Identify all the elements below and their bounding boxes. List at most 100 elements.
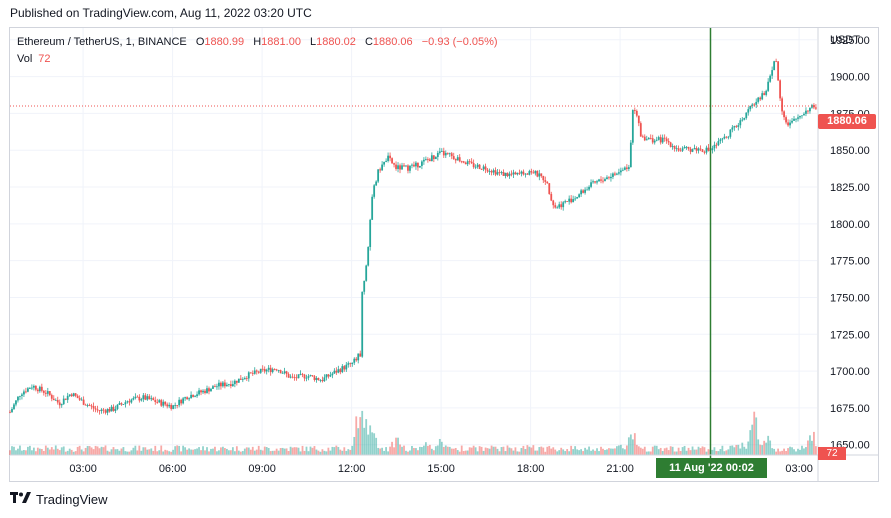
volume-bar	[637, 446, 640, 455]
volume-bar	[763, 440, 766, 455]
volume-bar	[38, 448, 41, 455]
candle-body	[695, 148, 698, 151]
volume-bar	[536, 450, 539, 455]
candle-body	[94, 408, 97, 410]
candle-body	[460, 161, 463, 163]
volume-bar	[428, 444, 431, 455]
volume-bar	[765, 442, 768, 455]
volume-bar	[377, 447, 380, 455]
x-tick-label: 09:00	[248, 463, 276, 475]
volume-bar	[379, 448, 382, 455]
volume-bar	[468, 447, 471, 455]
tradingview-brand[interactable]: TradingView	[10, 492, 108, 507]
volume-bar	[58, 450, 61, 455]
candle-body	[699, 148, 702, 150]
candle-body	[100, 409, 103, 412]
candle-body	[600, 179, 602, 181]
volume-bar	[150, 448, 153, 455]
candle-body	[576, 197, 579, 199]
volume-bar	[647, 451, 650, 455]
volume-bar	[106, 450, 109, 455]
candle-body	[787, 122, 789, 126]
candle-body	[365, 265, 368, 281]
candle-body	[216, 386, 218, 388]
candle-body	[602, 180, 604, 182]
volume-bar	[586, 449, 588, 455]
candle-body	[23, 391, 25, 395]
candle-body	[749, 105, 752, 110]
volume-bar	[341, 450, 344, 455]
volume-bar	[134, 445, 137, 455]
volume-bar	[719, 449, 722, 455]
candle-body	[124, 402, 127, 405]
volume-bar	[773, 448, 776, 455]
volume-bar	[36, 447, 39, 455]
y-tick-label: 1925.00	[830, 35, 870, 47]
volume-bar	[279, 448, 282, 455]
volume-bar	[612, 448, 614, 455]
candle-body	[311, 375, 314, 377]
candle-body	[166, 404, 169, 407]
volume-bar	[482, 450, 485, 455]
published-caption: Published on TradingView.com, Aug 11, 20…	[10, 6, 312, 20]
volume-bar	[401, 446, 403, 455]
volume-bar	[474, 447, 477, 455]
candle-body	[761, 93, 764, 100]
volume-bar	[743, 446, 746, 455]
candle-body	[397, 165, 399, 169]
candle-body	[74, 393, 77, 396]
volume-bar	[667, 450, 670, 455]
candle-body	[25, 391, 27, 393]
volume-bar	[190, 449, 192, 455]
volume-bar	[484, 447, 487, 455]
volume-bar	[387, 451, 389, 455]
candle-body	[486, 169, 489, 172]
candle-body	[651, 138, 654, 143]
volume-bar	[813, 431, 815, 455]
volume-bar	[403, 445, 405, 455]
volume-bar	[799, 449, 801, 455]
chart-frame[interactable]	[9, 27, 879, 482]
volume-bar	[699, 448, 702, 455]
candle-body	[170, 404, 173, 409]
candle-body	[405, 165, 407, 167]
candle-body	[293, 377, 296, 378]
candle-body	[641, 136, 644, 138]
volume-value: 72	[38, 53, 51, 65]
candle-body	[625, 167, 628, 169]
candle-body	[377, 169, 380, 182]
volume-bar	[212, 448, 214, 455]
candle-body	[415, 162, 417, 167]
volume-bar	[269, 451, 272, 455]
candle-body	[198, 390, 200, 395]
volume-bar	[128, 451, 131, 455]
candle-body	[220, 382, 222, 387]
volume-bar	[685, 450, 688, 455]
symbol-name[interactable]: Ethereum / TetherUS, 1, BINANCE	[17, 36, 187, 48]
candle-body	[462, 161, 465, 163]
volume-bar	[623, 449, 626, 455]
volume-bar	[520, 448, 523, 455]
volume-bar	[347, 449, 350, 455]
candle-body	[584, 189, 586, 193]
candle-body	[520, 171, 523, 174]
volume-bar	[440, 441, 443, 455]
volume-bar	[222, 446, 224, 455]
candle-body	[409, 165, 411, 171]
volume-bar	[359, 417, 362, 455]
volume-bar	[122, 447, 125, 455]
candle-body	[277, 370, 280, 371]
candle-body	[516, 172, 519, 175]
volume-label[interactable]: Vol	[17, 53, 33, 65]
volume-bar	[566, 449, 569, 455]
currency-label[interactable]: USDT	[830, 34, 860, 46]
candle-body	[582, 190, 584, 193]
volume-bar	[92, 449, 95, 455]
candle-body	[253, 370, 256, 374]
x-tick-label: 15:00	[427, 463, 455, 475]
volume-bar	[741, 442, 744, 455]
candle-body	[713, 144, 716, 149]
candle-body	[614, 173, 616, 175]
candle-body	[118, 403, 121, 405]
